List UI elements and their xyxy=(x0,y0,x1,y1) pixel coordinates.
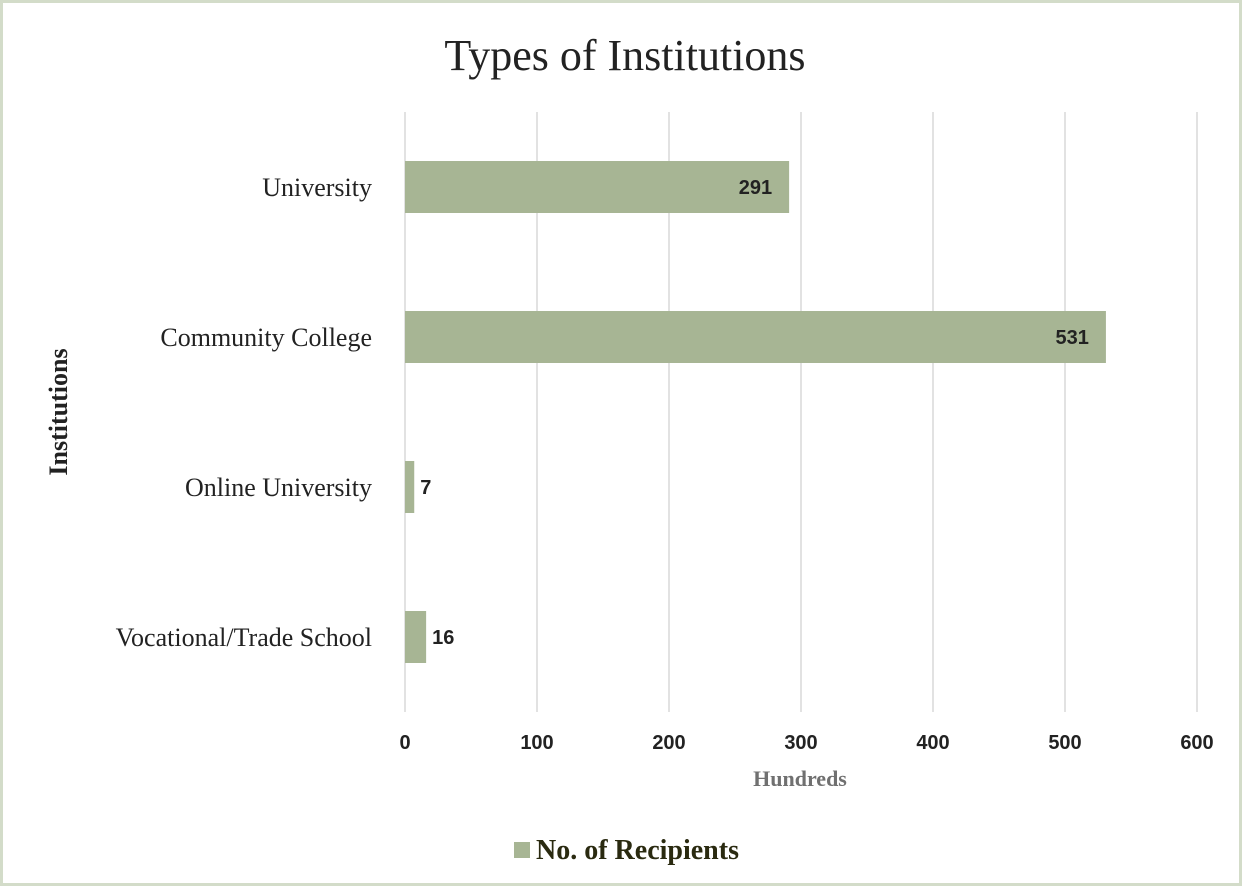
bar xyxy=(405,161,790,213)
x-tick-label: 100 xyxy=(520,732,553,754)
x-tick-label: 400 xyxy=(916,732,949,754)
y-axis-label: Institutions xyxy=(44,348,73,475)
x-tick-label: 0 xyxy=(399,732,410,754)
category-labels: University Community College Online Univer… xyxy=(116,173,372,652)
data-labels: 291 531 7 16 xyxy=(420,177,1089,649)
data-label: 7 xyxy=(420,477,431,499)
x-tick-label: 500 xyxy=(1048,732,1081,754)
x-tick-label: 300 xyxy=(784,732,817,754)
category-label: Community College xyxy=(160,323,372,352)
x-axis-label: Hundreds xyxy=(753,766,847,791)
category-label: University xyxy=(262,173,372,202)
x-tick-labels: 0 100 200 300 400 500 600 xyxy=(399,732,1213,754)
category-label: Online University xyxy=(185,473,372,502)
data-label: 291 xyxy=(739,177,772,199)
chart-title: Types of Institutions xyxy=(444,31,805,80)
legend-label: No. of Recipients xyxy=(536,835,739,866)
data-label: 531 xyxy=(1056,327,1089,349)
x-tick-label: 200 xyxy=(652,732,685,754)
bar xyxy=(405,461,415,513)
data-label: 16 xyxy=(432,627,454,649)
category-label: Vocational/Trade School xyxy=(116,623,372,652)
bar xyxy=(405,611,427,663)
legend: No. of Recipients xyxy=(514,835,739,866)
legend-swatch xyxy=(514,842,530,858)
bar xyxy=(405,311,1106,363)
x-tick-label: 600 xyxy=(1180,732,1213,754)
bars xyxy=(405,161,1106,663)
